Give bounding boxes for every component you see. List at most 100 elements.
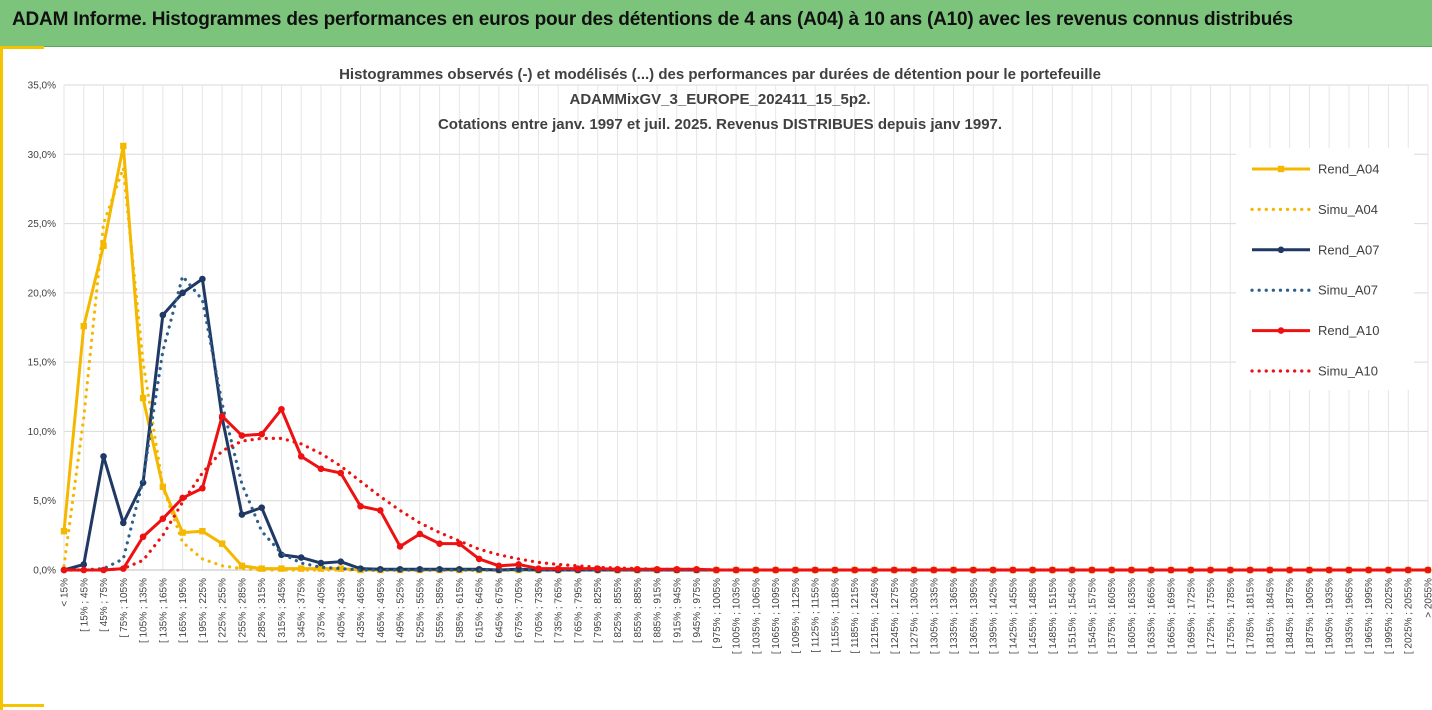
- x-tick-label: [ 585% ; 615%: [455, 578, 466, 643]
- data-point: [258, 430, 265, 438]
- data-point: [278, 405, 285, 413]
- y-tick-label: 5,0%: [33, 496, 56, 507]
- data-point: [416, 566, 424, 573]
- x-tick-label: [ 855% ; 885%: [633, 578, 644, 643]
- x-tick-label: [ 555% ; 585%: [435, 578, 446, 643]
- data-point: [199, 275, 206, 283]
- x-tick-label: < 15%: [60, 578, 71, 607]
- x-tick-label: [ 405% ; 435%: [336, 578, 347, 643]
- x-tick-label: [ 645% ; 675%: [494, 578, 505, 643]
- x-tick-label: [ 45% ; 75%: [99, 578, 110, 632]
- x-tick-label: [ 1995% ; 2025%: [1384, 578, 1395, 654]
- data-point: [218, 412, 226, 420]
- data-point: [732, 566, 740, 574]
- x-tick-label: [ 2025% ; 2055%: [1404, 578, 1415, 654]
- data-point: [416, 530, 424, 538]
- data-point: [100, 453, 107, 460]
- series-line-simu_a04: [62, 166, 1430, 572]
- x-tick-label: [ 1905% ; 1935%: [1325, 578, 1336, 654]
- data-point: [1404, 566, 1412, 574]
- x-tick-label: [ 1335% ; 1365%: [949, 578, 960, 654]
- x-tick-label: [ 765% ; 795%: [573, 578, 584, 643]
- x-tick-label: [ 1305% ; 1335%: [929, 578, 940, 654]
- legend-marker: [1277, 327, 1285, 334]
- grid-lines: [63, 84, 1429, 571]
- x-tick-label: [ 795% ; 825%: [593, 578, 604, 643]
- data-point: [159, 515, 167, 523]
- frame-accent-bottom: [0, 704, 44, 707]
- chart-title-line: Histogrammes observés (-) et modélisés (…: [339, 66, 1101, 83]
- chart-title: Histogrammes observés (-) et modélisés (…: [339, 66, 1101, 133]
- data-point: [831, 566, 839, 574]
- x-tick-label: [ 1485% ; 1515%: [1048, 578, 1059, 654]
- x-tick-label: [ 825% ; 855%: [613, 578, 624, 643]
- x-tick-label: > 2055%: [1424, 578, 1432, 618]
- series-line-rend_a10: [64, 407, 1428, 572]
- data-point: [495, 562, 503, 570]
- x-tick-label: [ 1125% ; 1155%: [811, 578, 822, 653]
- data-point: [752, 566, 760, 574]
- x-tick-label: [ 1935% ; 1965%: [1344, 578, 1355, 654]
- chart-legend: Rend_A04 Simu_A04 Rend_A07 Simu_A07 Rend_A10…: [1236, 148, 1414, 390]
- x-tick-label: [ 375% ; 405%: [316, 578, 327, 643]
- y-tick-label: 20,0%: [28, 288, 56, 299]
- data-point: [673, 566, 681, 573]
- y-tick-label: 15,0%: [28, 358, 56, 369]
- x-tick-label: [ 165% ; 195%: [178, 578, 189, 643]
- series-line-rend_a04: [62, 144, 1428, 572]
- y-tick-label: 25,0%: [28, 219, 56, 230]
- data-point: [159, 311, 167, 319]
- x-tick-label: [ 945% ; 975%: [692, 578, 703, 643]
- x-axis: < 15% [ 15% ; 45% [ 45% ; 75% [ 75% ; 105% […: [60, 569, 1432, 654]
- x-tick-label: [ 135% ; 165%: [158, 578, 169, 643]
- data-point: [1306, 566, 1313, 574]
- data-point: [60, 528, 68, 535]
- data-point: [396, 543, 404, 550]
- legend-label: Rend_A07: [1318, 242, 1379, 257]
- x-tick-label: [ 1965% ; 1995%: [1364, 578, 1375, 654]
- x-tick-label: [ 1095% ; 1125%: [791, 578, 802, 654]
- report-title: ADAM Informe. Histogrammes des performan…: [12, 9, 1293, 30]
- x-tick-label: [ 1365% ; 1395%: [969, 578, 980, 654]
- x-tick-label: [ 525% ; 555%: [415, 578, 426, 643]
- data-point: [574, 565, 582, 572]
- x-tick-label: [ 15% ; 45%: [79, 578, 90, 632]
- data-point: [950, 566, 957, 574]
- x-tick-label: [ 675% ; 705%: [514, 578, 525, 643]
- data-point: [278, 565, 285, 572]
- data-point: [475, 555, 483, 563]
- data-point: [1029, 566, 1036, 574]
- x-tick-label: [ 1605% ; 1635%: [1127, 578, 1138, 654]
- series-line-simu_a10: [62, 436, 1430, 572]
- x-tick-label: [ 1785% ; 1815%: [1246, 578, 1257, 654]
- x-tick-label: [ 1245% ; 1275%: [890, 578, 901, 654]
- x-tick-label: [ 1005% ; 1035%: [732, 578, 743, 654]
- x-tick-label: [ 195% ; 225%: [198, 578, 209, 643]
- y-tick-label: 30,0%: [28, 150, 56, 161]
- data-point: [376, 507, 384, 514]
- legend-marker: [1277, 165, 1285, 173]
- x-tick-label: [ 1635% ; 1665%: [1147, 578, 1158, 654]
- y-tick-label: 0,0%: [33, 566, 56, 577]
- data-point: [179, 529, 186, 536]
- chart-title-line: ADAMMixGV_3_EUROPE_202411_15_5p2.: [570, 91, 871, 108]
- data-point: [337, 565, 344, 572]
- legend-box: [1236, 148, 1414, 390]
- data-point: [100, 242, 107, 249]
- data-point: [1385, 566, 1392, 574]
- x-tick-label: [ 975% ; 1005%: [712, 578, 723, 649]
- legend-label: Simu_A10: [1318, 364, 1378, 379]
- x-tick-label: [ 1545% ; 1575%: [1087, 578, 1098, 654]
- x-tick-label: [ 915% ; 945%: [672, 578, 683, 643]
- data-point: [238, 511, 246, 518]
- x-tick-label: [ 315% ; 345%: [277, 578, 288, 643]
- x-tick-label: [ 435% ; 465%: [356, 578, 367, 643]
- x-tick-label: [ 1845% ; 1875%: [1285, 578, 1296, 654]
- data-point: [179, 289, 186, 297]
- frame-accent-left: [0, 46, 3, 710]
- legend-label: Rend_A10: [1318, 323, 1379, 338]
- data-point: [120, 519, 127, 527]
- data-point: [238, 562, 246, 570]
- x-tick-label: [ 285% ; 315%: [257, 578, 268, 643]
- x-tick-label: [ 1875% ; 1905%: [1305, 578, 1316, 654]
